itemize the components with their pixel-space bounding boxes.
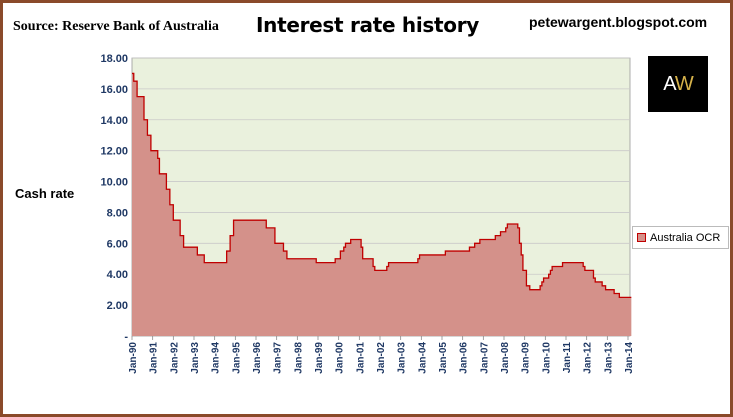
x-tick-label: Jan-01 — [355, 342, 366, 374]
logo-text: AW — [663, 73, 693, 96]
y-tick-label: - — [124, 331, 128, 343]
ocr-line — [132, 72, 632, 299]
x-tick-label: Jan-99 — [314, 342, 325, 374]
x-tick-label: Jan-07 — [479, 342, 490, 374]
logo-letter-w: W — [674, 72, 694, 95]
x-tick-label: Jan-93 — [190, 342, 201, 374]
y-tick-label: 4.00 — [107, 269, 128, 281]
interest-rate-chart: - 2.00 4.00 6.00 8.00 10.00 12.00 14.00 16.00 18.… — [100, 53, 635, 374]
y-tick-label: 2.00 — [107, 300, 128, 312]
x-tick-label: Jan-11 — [562, 342, 573, 374]
legend-label-australia-ocr: Australia OCR — [650, 231, 721, 244]
x-tick-label: Jan-12 — [583, 342, 594, 374]
y-tick-label: 12.00 — [100, 146, 128, 158]
x-tick-label: Jan-08 — [500, 342, 511, 374]
x-tick-label: Jan-94 — [211, 342, 222, 374]
x-tick-label: Jan-04 — [417, 342, 428, 374]
y-tick-label: 18.00 — [100, 53, 128, 65]
chart-title: Interest rate history — [256, 13, 480, 37]
legend-swatch — [637, 233, 646, 242]
x-tick-label: Jan-03 — [397, 342, 408, 374]
x-tick-label: Jan-00 — [335, 342, 346, 374]
blog-url: petewargent.blogspot.com — [529, 14, 708, 30]
x-tick-label: Jan-06 — [459, 342, 470, 374]
y-tick-label: 14.00 — [100, 115, 128, 127]
aw-logo: AW — [648, 56, 708, 112]
x-tick-label: Jan-90 — [128, 342, 139, 374]
source-note: Source: Reserve Bank of Australia — [13, 19, 219, 34]
x-tick-label: Jan-97 — [273, 342, 284, 374]
ocr-area — [132, 73, 632, 336]
x-tick-label: Jan-92 — [169, 342, 180, 374]
x-tick-label: Jan-02 — [376, 342, 387, 374]
x-tick-label: Jan-95 — [231, 342, 242, 374]
legend: Australia OCR — [632, 226, 729, 249]
x-tick-label: Jan-96 — [252, 342, 263, 374]
y-tick-label: 10.00 — [100, 177, 128, 189]
y-tick-label: 6.00 — [107, 238, 128, 250]
y-axis-ticks: - 2.00 4.00 6.00 8.00 10.00 12.00 14.00 16.00 18.… — [100, 53, 128, 343]
x-tick-label: Jan-14 — [624, 342, 635, 374]
x-tick-label: Jan-09 — [521, 342, 532, 374]
x-tick-label: Jan-91 — [149, 342, 160, 374]
x-tick-label: Jan-98 — [293, 342, 304, 374]
x-tick-label: Jan-13 — [603, 342, 614, 374]
x-tick-label: Jan-05 — [438, 342, 449, 374]
x-axis-ticks: Jan-90 Jan-91 Jan-92 Jan-93 Jan-94 Jan-95 Jan-… — [128, 336, 635, 374]
logo-letter-a: A — [663, 72, 676, 95]
x-tick-label: Jan-10 — [541, 342, 552, 374]
y-tick-label: 16.00 — [100, 84, 128, 96]
y-tick-label: 8.00 — [107, 207, 128, 219]
y-axis-label: Cash rate — [15, 186, 75, 201]
